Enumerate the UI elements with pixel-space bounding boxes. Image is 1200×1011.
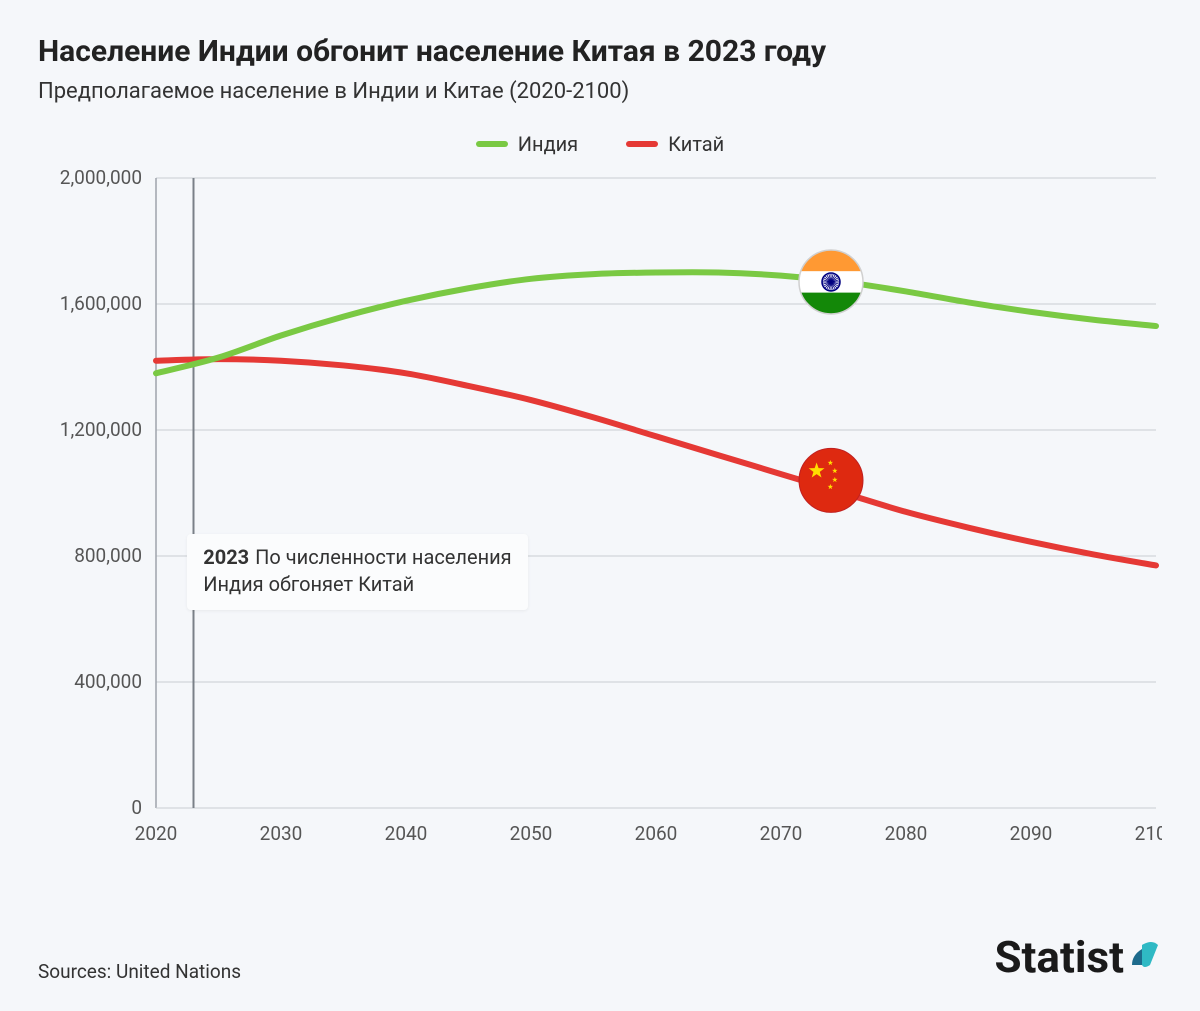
sources-label: Sources: United Nations	[38, 960, 241, 983]
legend-item-india: Индия	[476, 132, 578, 156]
brand-mark-icon	[1128, 935, 1162, 979]
footer: Sources: United Nations Statist	[38, 931, 1162, 983]
brand-logo: Statist	[994, 931, 1162, 983]
legend-label-china: Китай	[668, 132, 724, 156]
svg-text:2,000,000: 2,000,000	[60, 168, 142, 189]
svg-text:800,000: 800,000	[74, 544, 142, 567]
chart-area: 0 400,000 800,000 1,200,000 1,600,000 2,000,0…	[38, 168, 1162, 858]
chart-title: Население Индии обгонит население Китая …	[38, 34, 1162, 69]
svg-text:2090: 2090	[1010, 822, 1053, 845]
chart-subtitle: Предполагаемое население в Индии и Китае…	[38, 79, 1162, 104]
svg-text:2020: 2020	[135, 822, 178, 845]
svg-text:400,000: 400,000	[74, 670, 142, 693]
annotation-callout: 2023По численности населенияИндия обгоня…	[187, 534, 527, 610]
svg-text:2060: 2060	[635, 822, 678, 845]
svg-text:0: 0	[131, 796, 142, 819]
legend-swatch-china	[626, 141, 658, 147]
legend-swatch-india	[476, 141, 508, 147]
svg-text:2030: 2030	[260, 822, 303, 845]
svg-text:2070: 2070	[760, 822, 803, 845]
legend-label-india: Индия	[518, 132, 578, 156]
legend-item-china: Китай	[626, 132, 724, 156]
svg-text:2100: 2100	[1135, 822, 1162, 845]
legend: Индия Китай	[38, 132, 1162, 156]
svg-text:2080: 2080	[885, 822, 928, 845]
line-chart-svg: 0 400,000 800,000 1,200,000 1,600,000 2,000,0…	[38, 168, 1162, 858]
svg-text:2040: 2040	[385, 822, 428, 845]
svg-text:2050: 2050	[510, 822, 553, 845]
brand-text: Statist	[994, 931, 1124, 983]
svg-text:1,600,000: 1,600,000	[60, 292, 142, 315]
svg-text:1,200,000: 1,200,000	[60, 418, 142, 441]
